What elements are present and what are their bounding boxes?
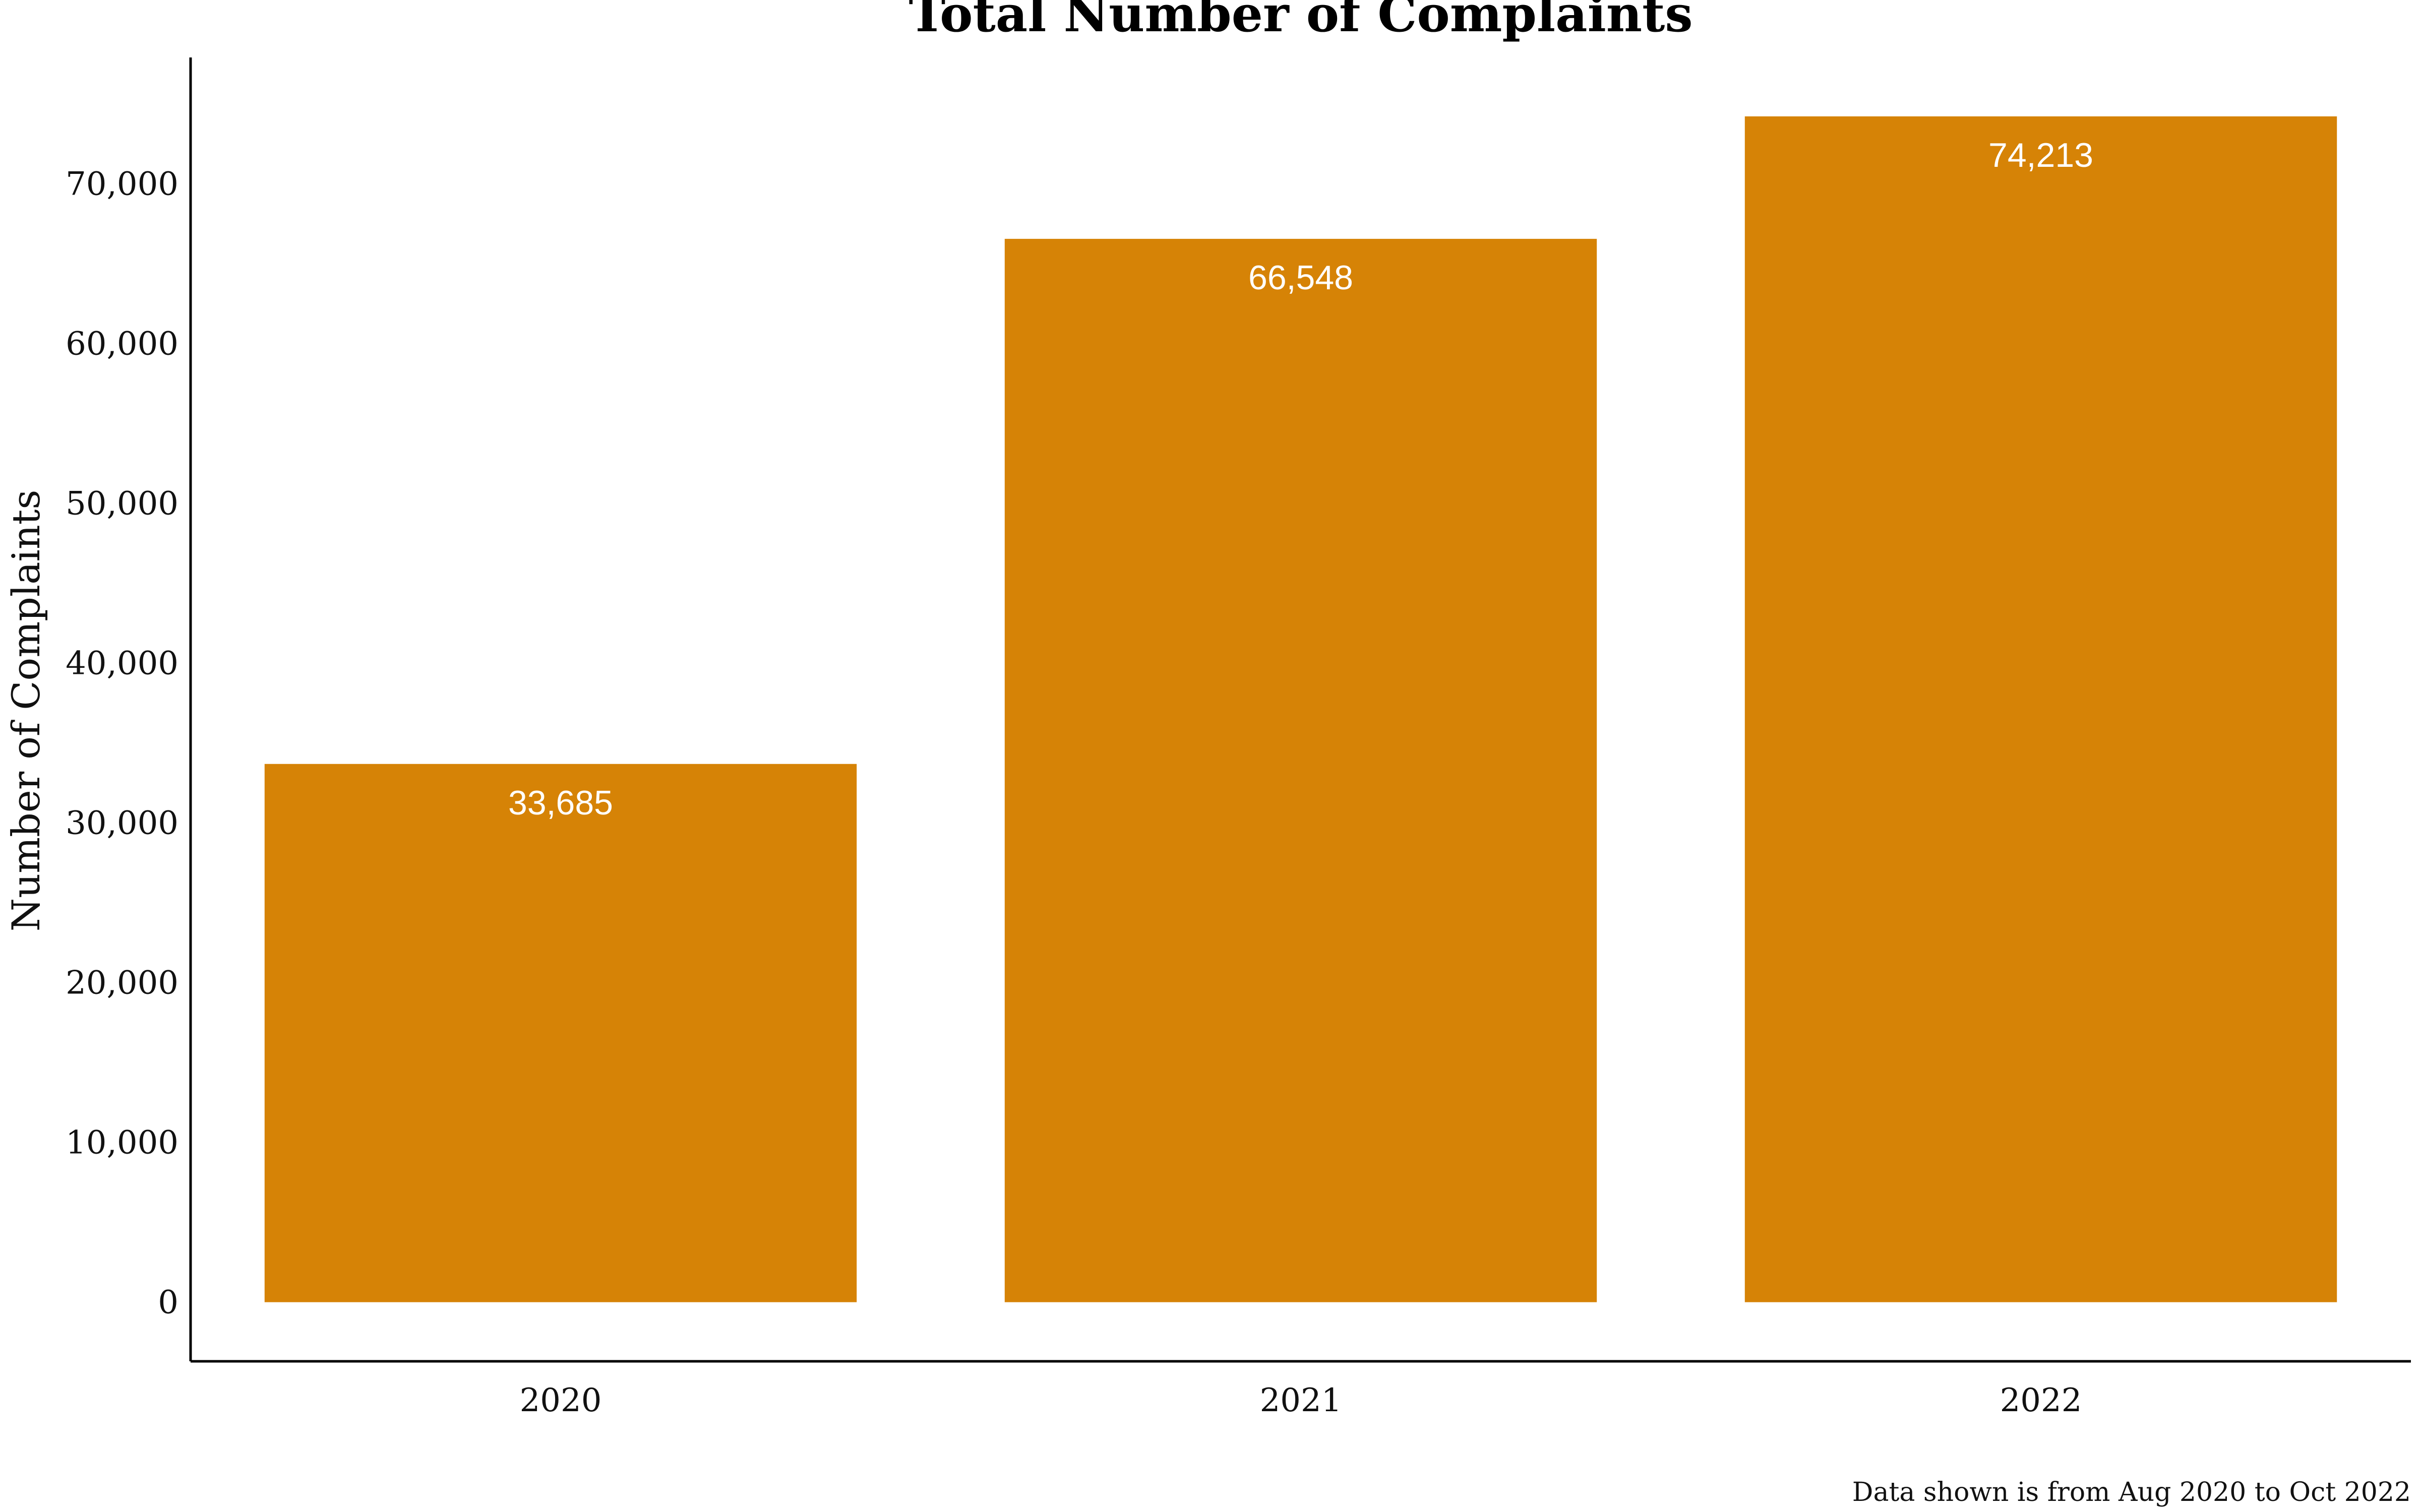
x-tick-label: 2020 [520, 1382, 602, 1419]
y-tick-label: 20,000 [66, 965, 178, 1002]
x-axis-ticks: 2020 2021 2022 [520, 1382, 2082, 1419]
bar-value-label: 66,548 [1248, 259, 1353, 297]
x-tick-label: 2022 [2000, 1382, 2082, 1419]
y-tick-label: 70,000 [66, 165, 178, 203]
chart-caption: Data shown is from Aug 2020 to Oct 2022 [1852, 1477, 2411, 1507]
x-tick-label: 2021 [1260, 1382, 1342, 1419]
bar [1004, 238, 1597, 1302]
chart-title: Total Number of Complaints [909, 0, 1692, 43]
y-tick-label: 0 [158, 1284, 178, 1321]
y-tick-label: 60,000 [66, 325, 178, 362]
y-axis-label: Number of Complaints [4, 490, 48, 932]
bar-value-labels: 33,685 66,548 74,213 [508, 136, 2093, 822]
y-tick-label: 50,000 [66, 485, 178, 523]
y-tick-label: 30,000 [66, 805, 178, 842]
y-tick-label: 10,000 [66, 1124, 178, 1162]
bar [1744, 116, 2337, 1302]
bar-value-label: 33,685 [508, 784, 613, 822]
bar-value-label: 74,213 [1988, 136, 2093, 174]
bar [264, 764, 857, 1302]
y-axis-ticks: 0 10,000 20,000 30,000 40,000 50,000 60,000 70,… [66, 165, 178, 1321]
bars [264, 116, 2337, 1302]
y-tick-label: 40,000 [66, 645, 178, 682]
